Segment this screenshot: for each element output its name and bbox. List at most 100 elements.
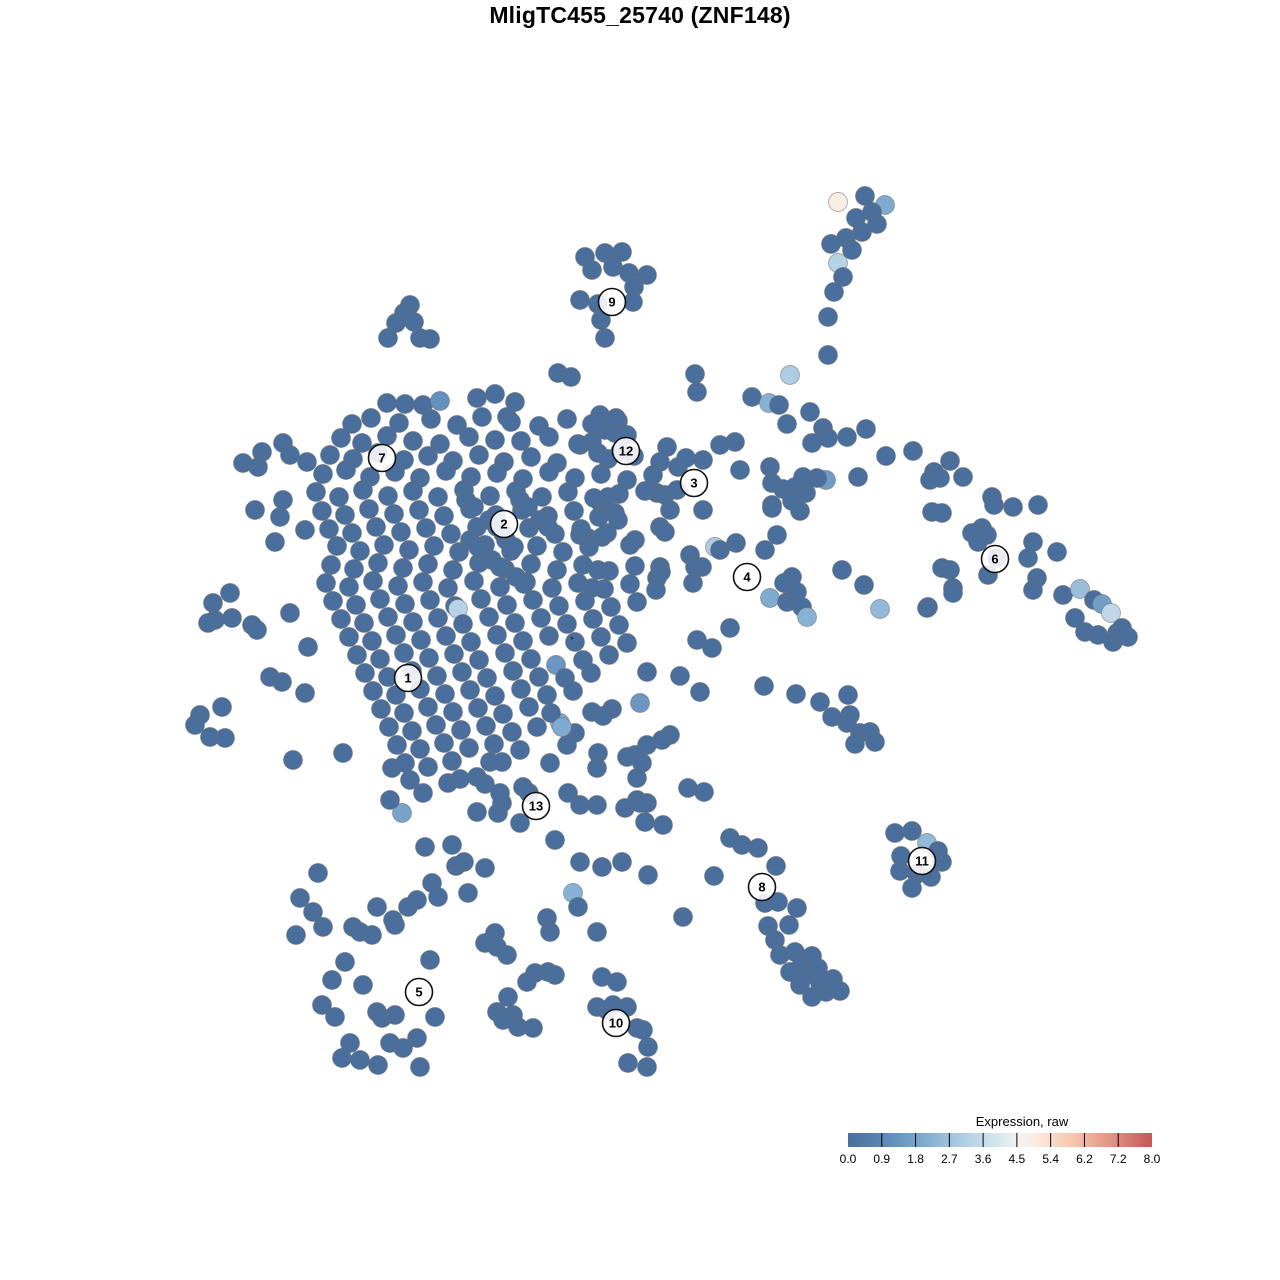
cluster-label: 7 <box>367 443 397 473</box>
data-point <box>612 852 632 872</box>
data-point <box>584 488 604 508</box>
svg-text:7: 7 <box>378 451 385 466</box>
data-point <box>521 554 541 574</box>
data-point <box>651 562 671 582</box>
data-point <box>635 481 655 501</box>
data-point <box>573 555 593 575</box>
data-point <box>464 497 484 517</box>
data-point <box>336 460 356 480</box>
data-point <box>830 981 850 1001</box>
chart-title: MligTC455_25740 (ZNF148) <box>489 2 791 28</box>
data-point <box>247 620 267 640</box>
data-point <box>487 625 507 645</box>
data-point <box>627 592 647 612</box>
data-point <box>331 428 351 448</box>
data-point <box>490 557 510 577</box>
cluster-label: 6 <box>980 544 1010 574</box>
data-point <box>480 486 500 506</box>
data-point <box>436 626 456 646</box>
data-point <box>335 952 355 972</box>
data-point <box>464 571 484 591</box>
data-point <box>599 561 619 581</box>
data-point <box>693 450 713 470</box>
data-point <box>459 427 479 447</box>
data-point <box>420 329 440 349</box>
data-point <box>298 637 318 657</box>
data-point <box>618 1053 638 1073</box>
data-point <box>953 467 973 487</box>
data-point <box>932 503 952 523</box>
data-point <box>454 852 474 872</box>
data-point <box>793 467 813 487</box>
data-point <box>742 387 762 407</box>
data-point <box>1003 497 1023 517</box>
data-point <box>547 560 567 580</box>
data-point <box>391 522 411 542</box>
data-point <box>694 782 714 802</box>
data-point <box>380 790 400 810</box>
legend-tick-label: 3.6 <box>975 1152 992 1166</box>
data-point <box>441 524 461 544</box>
data-point <box>1118 627 1138 647</box>
data-point <box>845 734 865 754</box>
data-point <box>517 972 537 992</box>
data-point <box>1101 603 1121 623</box>
data-point <box>521 447 541 467</box>
data-point <box>325 1007 345 1027</box>
data-point <box>352 433 372 453</box>
data-point <box>331 609 351 629</box>
data-point <box>362 631 382 651</box>
data-point <box>638 865 658 885</box>
cluster-label: 12 <box>611 436 641 466</box>
data-point <box>413 783 433 803</box>
data-point <box>519 697 539 717</box>
data-point <box>854 575 874 595</box>
data-point <box>411 630 431 650</box>
data-point <box>870 599 890 619</box>
data-point <box>434 506 454 526</box>
data-point <box>583 609 603 629</box>
data-point <box>418 697 438 717</box>
data-point <box>557 735 577 755</box>
data-point <box>591 464 611 484</box>
data-point <box>451 720 471 740</box>
data-point <box>514 574 534 594</box>
data-point <box>410 739 430 759</box>
legend-colorbar <box>848 1133 1152 1147</box>
data-point <box>363 571 383 591</box>
data-point <box>579 537 599 557</box>
data-point <box>436 461 456 481</box>
data-point <box>467 802 487 822</box>
data-point <box>419 648 439 668</box>
data-point <box>394 643 414 663</box>
data-point <box>539 626 559 646</box>
data-point <box>655 522 675 542</box>
legend-tick-label: 0.9 <box>873 1152 890 1166</box>
data-point <box>353 480 373 500</box>
data-point <box>295 683 315 703</box>
data-point <box>379 717 399 737</box>
data-point <box>511 679 531 699</box>
data-point <box>371 699 391 719</box>
svg-text:9: 9 <box>608 295 615 310</box>
legend-tick-label: 5.4 <box>1042 1152 1059 1166</box>
data-point <box>787 898 807 918</box>
data-point <box>319 519 339 539</box>
data-point <box>553 542 573 562</box>
data-point <box>940 560 960 580</box>
data-point <box>290 888 310 908</box>
data-point <box>1023 580 1043 600</box>
data-point <box>693 500 713 520</box>
data-point <box>760 588 780 608</box>
data-point <box>313 917 333 937</box>
data-point <box>582 260 602 280</box>
data-point <box>333 743 353 763</box>
data-point <box>726 533 746 553</box>
data-point <box>527 717 547 737</box>
data-point <box>215 728 235 748</box>
data-point <box>467 388 487 408</box>
data-point <box>529 667 549 687</box>
data-point <box>413 572 433 592</box>
data-point <box>754 676 774 696</box>
svg-text:10: 10 <box>609 1016 623 1031</box>
